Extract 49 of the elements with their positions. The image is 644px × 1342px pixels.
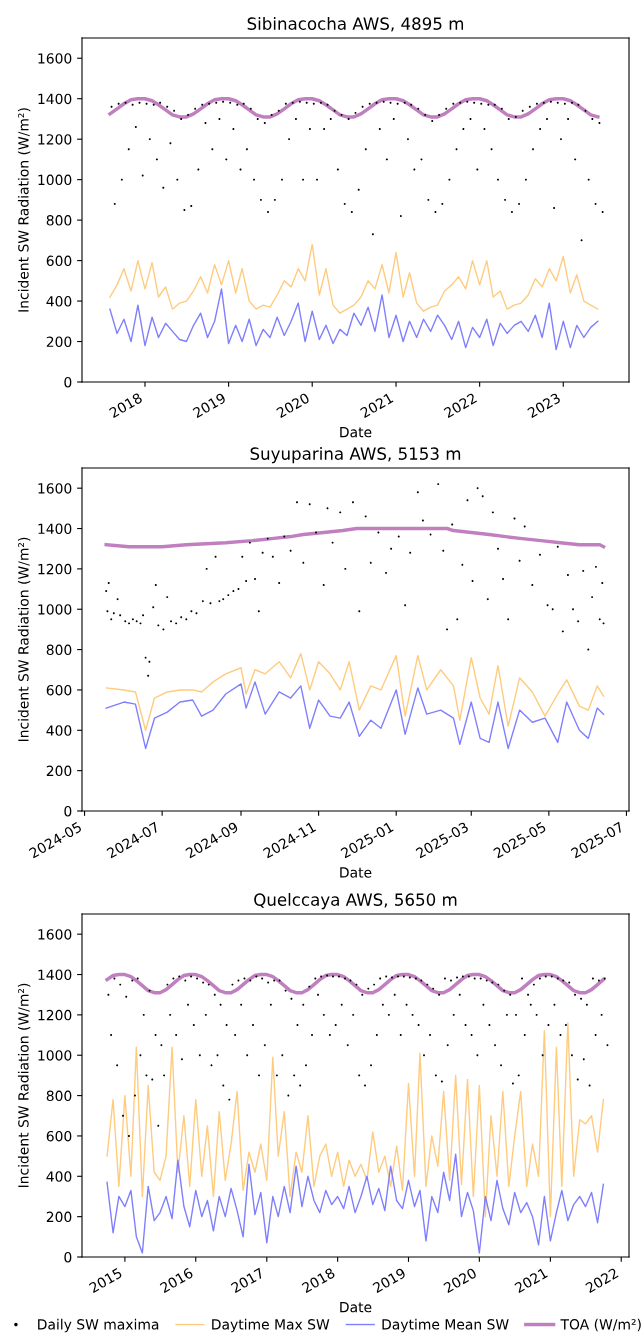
y-axis-title: Incident SW Radiation (W/m²) — [17, 108, 31, 312]
chart-title: Sibinacocha AWS, 4895 m — [247, 17, 464, 32]
y-tick-label: 1000 — [38, 174, 72, 186]
line-series — [106, 1022, 605, 1218]
x-axis-title: Date — [340, 867, 372, 878]
y-tick-label: 0 — [64, 1251, 72, 1263]
y-axis-title: Incident SW Radiation (W/m²) — [17, 537, 31, 742]
x-axis-title: Date — [340, 427, 372, 438]
line-series — [109, 243, 599, 314]
y-tick-label: 1400 — [38, 523, 72, 534]
line-series — [105, 652, 605, 731]
y-tick-label: 400 — [46, 296, 72, 307]
y-tick-label: 800 — [46, 1090, 72, 1102]
chart-title: Quelccaya AWS, 5650 m — [254, 893, 457, 910]
y-tick-label: 400 — [46, 1171, 72, 1182]
y-tick-label: 1600 — [38, 929, 72, 940]
line-series — [105, 681, 605, 750]
y-tick-label: 800 — [46, 644, 72, 656]
y-tick-label: 0 — [64, 376, 72, 388]
line-series — [105, 972, 606, 995]
y-tick-label: 600 — [46, 1130, 72, 1142]
y-tick-label: 1000 — [38, 604, 72, 615]
y-tick-label: 1200 — [38, 563, 72, 575]
legend-label: Daytime Mean SW — [382, 1318, 509, 1333]
y-tick-label: 600 — [46, 684, 72, 696]
y-tick-label: 1400 — [38, 93, 72, 105]
y-tick-label: 200 — [46, 1211, 72, 1223]
y-axis-title: Incident SW Radiation (W/m²) — [17, 983, 31, 1188]
y-tick-label: 1600 — [38, 483, 72, 494]
line-series — [106, 1153, 605, 1254]
y-tick-label: 1400 — [38, 969, 72, 980]
line-series — [108, 96, 600, 119]
y-tick-label: 200 — [46, 336, 72, 347]
chart-title: Suyuparina AWS, 5153 m — [250, 447, 461, 464]
legend-label: Daily SW maxima — [38, 1318, 159, 1333]
y-tick-label: 0 — [64, 805, 72, 817]
line-series — [109, 288, 599, 351]
y-tick-label: 1200 — [38, 134, 72, 145]
y-tick-label: 400 — [46, 725, 72, 736]
y-tick-label: 800 — [46, 215, 72, 226]
y-tick-label: 1600 — [38, 53, 72, 64]
line-series — [104, 526, 606, 549]
y-tick-label: 600 — [46, 255, 72, 267]
y-tick-label: 200 — [46, 765, 72, 777]
legend-label: Daytime Max SW — [212, 1318, 330, 1333]
y-tick-label: 1200 — [38, 1009, 72, 1021]
legend-label: TOA (W/m²) — [560, 1318, 641, 1332]
y-tick-label: 1000 — [38, 1050, 72, 1061]
x-axis-title: Date — [340, 1302, 372, 1313]
